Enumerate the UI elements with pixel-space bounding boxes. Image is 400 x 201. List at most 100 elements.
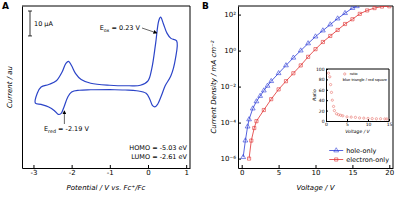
marker	[320, 28, 325, 32]
x-axis-tick-label: 15	[348, 169, 357, 177]
x-axis-tick-label: -3	[30, 169, 37, 177]
x-axis-tick-mark	[347, 119, 348, 121]
legend-label: electron-only	[346, 156, 389, 164]
plot-frame	[389, 69, 390, 121]
y-axis-tick: 10⁻⁴	[221, 119, 241, 127]
y-axis	[22, 7, 23, 169]
marker	[284, 80, 287, 83]
legend-line	[329, 150, 343, 151]
x-axis-tick-mark	[279, 165, 280, 168]
marker	[327, 72, 329, 74]
y-axis-tick-mark	[238, 123, 241, 124]
marker	[371, 117, 373, 119]
plot-area	[241, 6, 391, 160]
legend-marker	[334, 148, 339, 152]
y-axis-tick-mark	[326, 79, 328, 80]
marker	[245, 124, 250, 128]
marker	[255, 120, 258, 123]
x-axis-tick-mark	[389, 165, 390, 168]
marker	[291, 55, 296, 59]
plot-frame	[190, 6, 191, 168]
y-axis-tick-mark	[238, 87, 241, 88]
x-axis-tick-label: 15	[387, 122, 393, 127]
legend-line	[329, 159, 343, 160]
y-axis-tick-mark	[238, 15, 241, 16]
marker	[261, 88, 266, 92]
x-axis-tick: -3	[30, 165, 37, 177]
y-axis-tick: 10⁰	[224, 47, 241, 55]
y-axis-tick-label: 100	[316, 67, 325, 72]
y-axis-tick-label: 80	[319, 77, 325, 82]
marker	[379, 118, 381, 120]
x-axis-tick-label: 0	[325, 122, 328, 127]
x-axis-tick-mark	[352, 165, 353, 168]
plot-area	[35, 17, 177, 114]
y-axis-tick: 10²	[224, 11, 241, 19]
y-axis-title: Ratio	[312, 89, 317, 101]
y-axis-title: Current / au	[6, 65, 14, 108]
marker	[335, 16, 340, 20]
y-axis-tick: 40	[319, 98, 328, 103]
x-axis-tick: 0	[240, 165, 244, 177]
legend-label: blue triangle / red square	[343, 77, 388, 82]
x-axis-tick-label: 5	[346, 122, 349, 127]
x-axis-tick: 1	[184, 165, 188, 177]
y-axis-tick-mark	[326, 111, 328, 112]
annotation-arrow	[142, 28, 157, 33]
x-axis-tick: 5	[346, 119, 349, 127]
x-axis-tick: 10	[312, 165, 321, 177]
marker	[350, 116, 352, 118]
legend-item: blue triangle / red square	[343, 77, 388, 82]
x-axis-tick-mark	[72, 165, 73, 168]
marker	[351, 18, 354, 21]
marker	[277, 88, 280, 91]
marker	[314, 48, 317, 51]
marker	[270, 98, 273, 101]
x-axis-tick-label: 10	[312, 169, 321, 177]
plot-frame	[326, 69, 389, 70]
annotation-part: = -2.19 V	[56, 125, 89, 133]
marker	[253, 126, 256, 129]
scale-bar-line	[30, 11, 31, 36]
panel-label: B	[202, 1, 209, 11]
marker	[329, 34, 332, 37]
y-axis-tick-label: 0	[322, 119, 325, 124]
x-axis-tick: -1	[107, 165, 114, 177]
marker	[375, 118, 377, 120]
x-axis-tick-label: 1	[184, 169, 188, 177]
scale-bar-label: 10 µA	[34, 20, 53, 28]
legend-marker	[335, 158, 338, 161]
y-axis-tick: 60	[319, 88, 328, 93]
annotation-arrow	[64, 111, 65, 124]
x-axis-tick-label: -1	[107, 169, 114, 177]
marker	[343, 10, 348, 14]
y-axis: 10²10⁰10⁻²10⁻⁴10⁻⁶	[221, 7, 241, 169]
y-axis-tick: 0	[322, 119, 328, 124]
y-axis-tick-label: 60	[319, 88, 325, 93]
marker	[258, 93, 263, 97]
x-axis-tick-label: 20	[385, 169, 394, 177]
legend-marker	[344, 73, 346, 75]
y-axis-tick-label: 20	[319, 109, 325, 114]
y-axis-tick-label: 10²	[224, 11, 236, 19]
marker	[333, 109, 335, 111]
series-line	[243, 6, 357, 157]
x-axis: 0 5 10 15	[325, 119, 392, 127]
marker	[321, 40, 324, 43]
legend: ratioblue triangle / red square	[343, 71, 388, 82]
scale-bar-cap	[28, 35, 32, 36]
marker	[336, 28, 339, 31]
marker	[243, 138, 248, 142]
legend-item: electron-only	[329, 156, 389, 164]
series-line	[35, 17, 177, 114]
x-axis-tick-label: 10	[366, 122, 372, 127]
x-axis-tick: 15	[348, 165, 357, 177]
y-axis-tick-label: 10⁻⁴	[221, 119, 237, 127]
x-axis-tick-label: 0	[146, 169, 150, 177]
x-axis-tick-mark	[186, 165, 187, 168]
legend-item: ratio	[344, 71, 359, 76]
marker	[250, 139, 253, 142]
plot-frame	[393, 6, 394, 168]
annotation-part: = 0.23 V	[109, 24, 140, 32]
marker	[298, 48, 303, 52]
